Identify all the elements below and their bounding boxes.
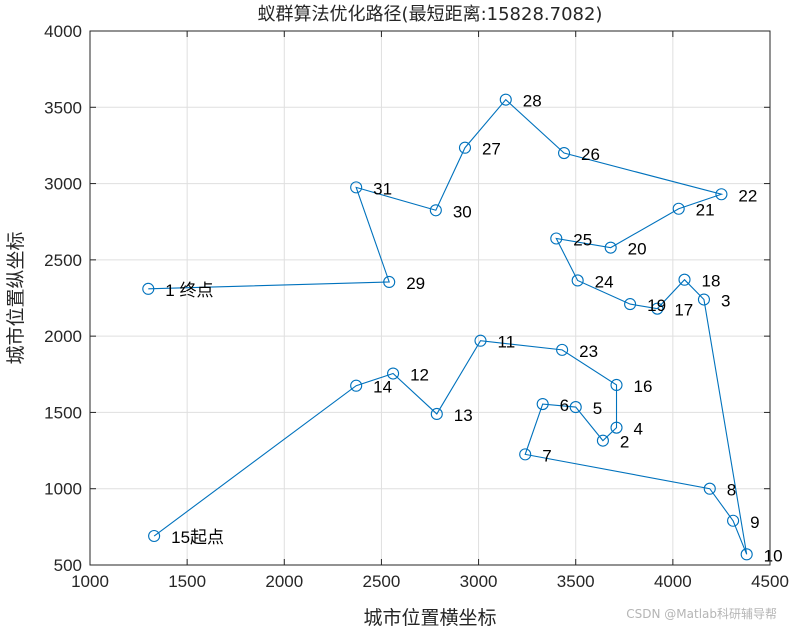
x-axis-title: 城市位置横坐标: [363, 607, 496, 629]
city-marker-18: [678, 273, 691, 286]
city-marker-22: [715, 188, 728, 201]
x-ticks: 1000 1500 2000 2500 3000 3500 4000 4500: [71, 31, 789, 591]
city-label-12: 12: [410, 366, 429, 385]
city-label-16: 16: [634, 377, 653, 396]
city-marker-23: [556, 343, 569, 356]
x-tick-label: 2500: [363, 572, 401, 591]
y-tick-label: 2500: [44, 251, 82, 270]
city-label-13: 13: [454, 406, 473, 425]
city-marker-14: [350, 379, 363, 392]
city-marker-1: [142, 282, 155, 295]
city-label-9: 9: [750, 513, 759, 532]
city-marker-16: [610, 378, 623, 392]
x-tick-label: 4000: [654, 572, 692, 591]
city-label-25: 25: [573, 230, 592, 249]
city-marker-4: [610, 421, 623, 434]
city-marker-3: [697, 293, 710, 306]
city-label-28: 28: [523, 92, 542, 111]
city-label-15: 15起点: [171, 528, 224, 547]
city-marker-8: [703, 482, 716, 495]
x-tick-label: 3500: [557, 572, 595, 591]
y-tick-label: 4000: [44, 22, 82, 41]
y-axis-title: 城市位置纵坐标: [5, 231, 27, 364]
city-label-18: 18: [702, 272, 721, 291]
city-marker-20: [604, 241, 617, 254]
city-label-10: 10: [764, 546, 783, 565]
grid-lines: [90, 31, 770, 565]
y-tick-label: 3500: [44, 98, 82, 117]
city-marker-13: [430, 407, 443, 421]
watermark-text: CSDN @Matlab科研辅导帮: [626, 607, 777, 621]
city-markers: [142, 93, 753, 561]
x-tick-label: 2000: [265, 572, 303, 591]
city-marker-9: [727, 514, 740, 527]
city-label-1: 1 终点: [165, 281, 213, 300]
city-label-11: 11: [498, 333, 516, 352]
x-tick-label: 1000: [71, 572, 109, 591]
city-label-5: 5: [593, 399, 602, 418]
y-tick-label: 500: [54, 556, 82, 575]
city-marker-10: [740, 548, 753, 561]
city-marker-7: [519, 448, 532, 461]
y-tick-label: 2000: [44, 327, 82, 346]
route-line: [148, 98, 748, 555]
city-marker-31: [350, 181, 363, 194]
city-label-22: 22: [738, 186, 757, 205]
city-marker-27: [458, 141, 472, 154]
y-tick-label: 3000: [44, 175, 82, 194]
city-marker-12: [387, 367, 400, 380]
city-marker-25: [550, 232, 563, 245]
y-tick-label: 1500: [44, 403, 82, 422]
city-marker-28: [499, 93, 512, 106]
city-marker-19: [624, 298, 637, 311]
city-marker-17: [651, 302, 664, 315]
city-label-30: 30: [453, 202, 472, 221]
x-tick-label: 1500: [168, 572, 206, 591]
y-ticks: 500 1000 1500 2000 2500 3000 3500 4000: [44, 22, 770, 575]
route-line-group: [148, 98, 748, 555]
city-label-8: 8: [727, 481, 736, 500]
chart-title: 蚁群算法优化路径(最短距离:15828.7082): [258, 4, 603, 25]
city-label-7: 7: [542, 446, 551, 465]
city-marker-2: [596, 434, 609, 447]
city-label-21: 21: [696, 201, 715, 220]
city-label-14: 14: [373, 378, 392, 397]
city-marker-26: [558, 147, 571, 160]
city-label-3: 3: [721, 292, 730, 311]
city-label-17: 17: [674, 301, 693, 320]
city-label-4: 4: [634, 420, 643, 439]
city-label-19: 19: [647, 296, 666, 315]
city-marker-21: [672, 202, 685, 215]
x-tick-label: 3000: [460, 572, 498, 591]
city-label-23: 23: [579, 342, 598, 361]
city-marker-29: [383, 275, 396, 289]
city-label-26: 26: [581, 145, 600, 164]
city-marker-24: [571, 274, 584, 287]
city-marker-11: [474, 334, 487, 347]
city-label-20: 20: [628, 240, 647, 259]
city-label-31: 31: [373, 179, 392, 198]
city-label-24: 24: [595, 272, 614, 291]
city-marker-5: [569, 401, 582, 414]
x-tick-label: 4500: [751, 572, 789, 591]
city-marker-6: [536, 397, 549, 411]
city-label-27: 27: [482, 140, 501, 159]
plot-frame: [89, 30, 771, 566]
city-label-6: 6: [560, 396, 569, 415]
city-marker-30: [429, 204, 442, 217]
city-label-29: 29: [406, 274, 425, 293]
y-tick-label: 1000: [44, 480, 82, 499]
city-marker-15: [148, 529, 161, 543]
city-label-2: 2: [620, 433, 629, 452]
